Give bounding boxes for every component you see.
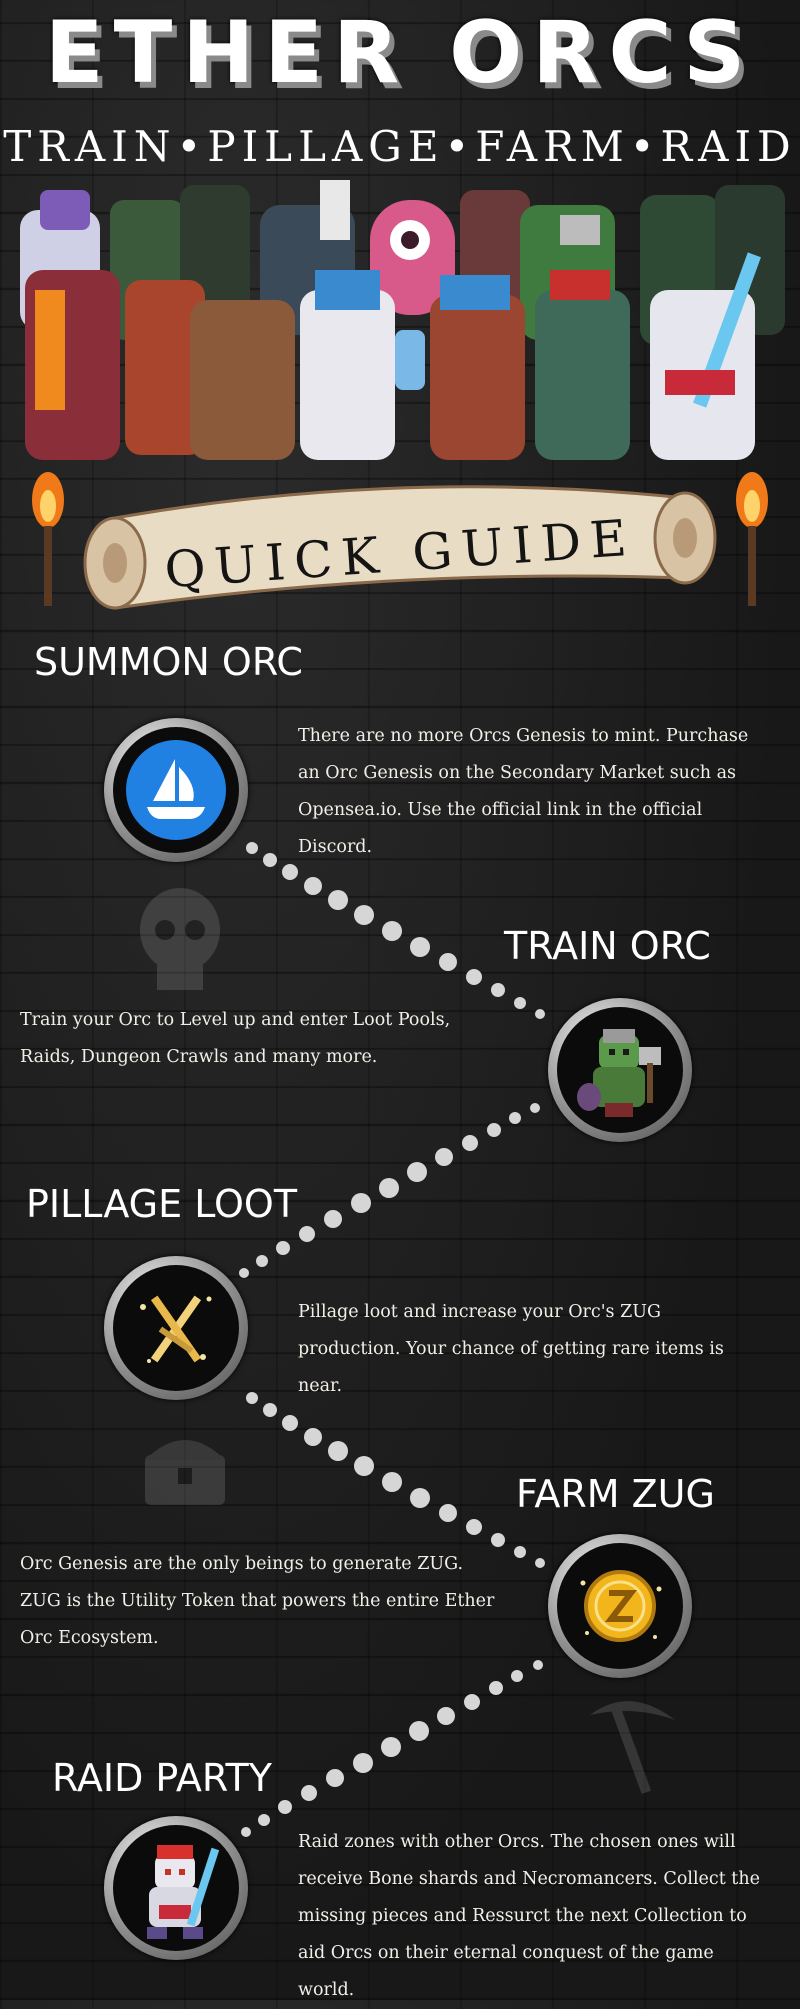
pillage-loot-badge — [104, 1256, 248, 1400]
orc-crowd-front-row — [25, 252, 761, 460]
torch-right-icon — [736, 472, 768, 606]
crossed-swords-icon — [140, 1295, 212, 1363]
raid-orc-icon — [147, 1845, 220, 1939]
chest-watermark-icon — [145, 1440, 225, 1505]
section-body-farm-zug: Orc Genesis are the only beings to gener… — [20, 1554, 495, 1648]
section-heading-train-orc: TRAIN ORC — [504, 924, 711, 968]
quick-guide-scroll — [83, 485, 717, 610]
section-heading-summon-orc: SUMMON ORC — [34, 640, 303, 684]
opensea-icon — [126, 740, 226, 840]
torch-left-icon — [32, 472, 64, 606]
page-title: ETHER ORCS — [44, 3, 756, 103]
orc-crowd-illustration — [20, 180, 785, 460]
summon-orc-badge — [104, 718, 248, 862]
skull-watermark-icon — [140, 888, 220, 990]
section-body-pillage-loot: Pillage loot and increase your Orc's ZUG… — [298, 1302, 724, 1396]
train-orc-badge — [548, 998, 692, 1142]
zug-coin-icon — [580, 1570, 662, 1642]
section-body-raid-party: Raid zones with other Orcs. The chosen o… — [298, 1832, 760, 2000]
section-heading-raid-party: RAID PARTY — [52, 1756, 272, 1800]
orc-warrior-icon — [577, 1029, 661, 1117]
section-body-summon-orc: There are no more Orcs Genesis to mint. … — [298, 726, 749, 857]
farm-zug-badge — [548, 1534, 692, 1678]
section-heading-farm-zug: FARM ZUG — [516, 1472, 715, 1516]
raid-party-badge — [104, 1816, 248, 1960]
section-heading-pillage-loot: PILLAGE LOOT — [26, 1182, 298, 1226]
section-body-train-orc: Train your Orc to Level up and enter Loo… — [20, 1010, 451, 1067]
pickaxe-watermark-icon — [590, 1701, 675, 1794]
page-tagline: TRAIN•PILLAGE•FARM•RAID — [3, 122, 797, 171]
